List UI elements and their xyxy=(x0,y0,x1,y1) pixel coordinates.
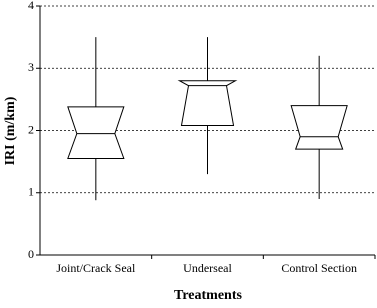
box xyxy=(290,105,348,150)
y-tick-label: 2 xyxy=(28,122,34,136)
y-tick-label: 0 xyxy=(28,247,34,261)
x-tick-label: Underseal xyxy=(183,261,232,275)
y-tick-label: 1 xyxy=(28,185,34,199)
y-axis-label: IRI (m/km) xyxy=(3,96,18,165)
x-tick-label: Joint/Crack Seal xyxy=(56,261,136,275)
x-axis-label: Treatments xyxy=(174,288,242,303)
box xyxy=(67,106,125,160)
x-tick-label: Control Section xyxy=(281,261,357,275)
y-tick-label: 4 xyxy=(28,0,34,12)
y-tick-label: 3 xyxy=(28,60,34,74)
box xyxy=(177,80,238,127)
